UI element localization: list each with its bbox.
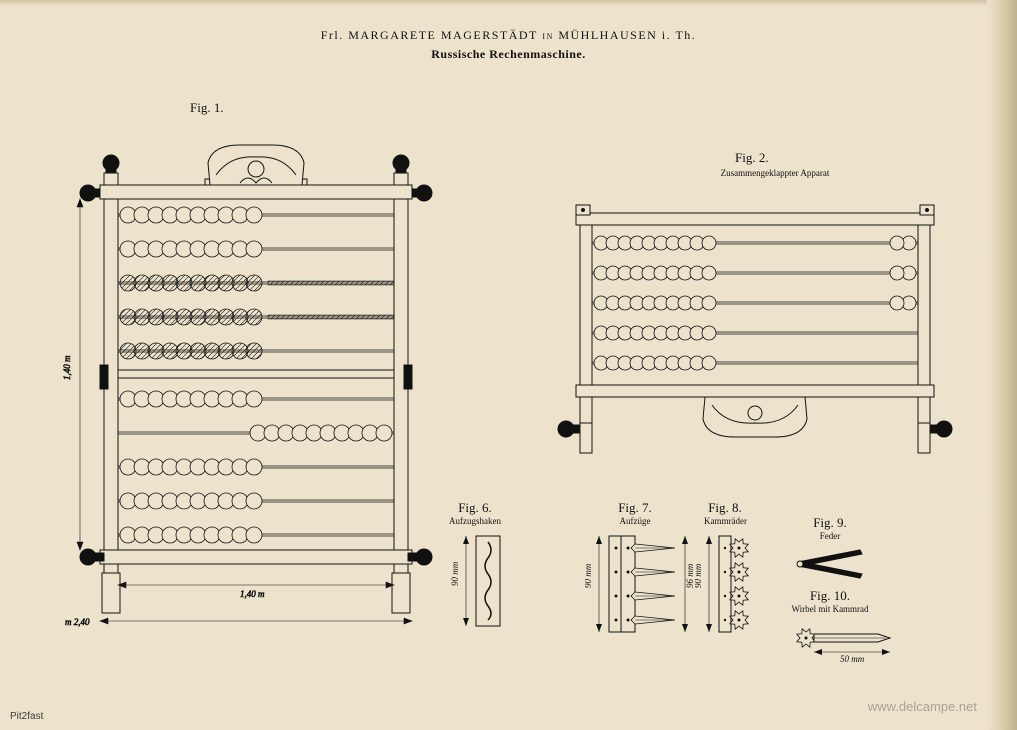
- fig10-label: Fig. 10.: [795, 588, 865, 604]
- fig9-label: Fig. 9.: [800, 515, 860, 531]
- fig8-drawing: 90 mm: [695, 528, 775, 658]
- title-line: Frl. MARGARETE MAGERSTÄDT in MÜHLHAUSEN …: [0, 28, 1017, 43]
- watermark: www.delcampe.net: [868, 699, 977, 714]
- fig2-sublabel: Zusammengeklappter Apparat: [700, 168, 850, 178]
- fig7-drawing: 90 mm 96 mm: [585, 528, 695, 658]
- title-place: MÜHLHAUSEN: [558, 28, 657, 42]
- title-suffix: i. Th.: [657, 28, 696, 42]
- fig7-sublabel: Aufzüge: [605, 516, 665, 526]
- dim-fig7a: 90 mm: [585, 563, 593, 588]
- fig1-drawing: 1,40 m 1,40 m m 2,40: [40, 115, 480, 635]
- fig10-drawing: 50 mm: [790, 616, 910, 666]
- seller-tag: Pit2fast: [10, 711, 43, 722]
- fig2-drawing: [530, 185, 980, 485]
- subtitle: Russische Rechenmaschine.: [0, 47, 1017, 62]
- dim-fig8: 90 mm: [695, 563, 703, 588]
- title-name: MARGARETE MAGERSTÄDT: [348, 28, 538, 42]
- title-prefix: Frl.: [321, 28, 349, 42]
- fig7-label: Fig. 7.: [605, 500, 665, 516]
- fig6-drawing: 90 mm: [450, 528, 530, 658]
- dim-fig10: 50 mm: [840, 654, 865, 664]
- fig1-label: Fig. 1.: [190, 100, 224, 116]
- fig9-drawing: [790, 540, 890, 590]
- fig8-label: Fig. 8.: [695, 500, 755, 516]
- dim-width: 1,40 m: [240, 589, 265, 599]
- dim-fig7b: 96 mm: [685, 563, 695, 588]
- fig2-label: Fig. 2.: [735, 150, 769, 166]
- dim-height: 1,40 m: [62, 355, 72, 380]
- dim-fig6: 90 mm: [450, 561, 460, 586]
- fig8-sublabel: Kammräder: [693, 516, 758, 526]
- fig10-sublabel: Wirbel mit Kammrad: [775, 604, 885, 614]
- title-in: in: [538, 28, 558, 42]
- dim-base: m 2,40: [65, 617, 90, 627]
